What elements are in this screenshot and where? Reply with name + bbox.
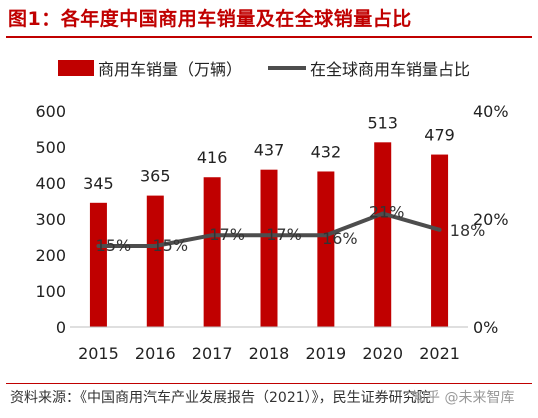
share-point-2021 bbox=[437, 227, 442, 232]
bar-2016 bbox=[146, 195, 164, 327]
source-note: 资料来源：《中国商用汽车产业发展报告（2021）》，民生证券研究院 bbox=[10, 390, 431, 406]
bar-2019 bbox=[317, 171, 335, 327]
x-tick-label: 2021 bbox=[419, 344, 460, 363]
share-point-2016 bbox=[153, 244, 158, 248]
share-point-2015 bbox=[96, 244, 101, 248]
watermark: 知乎 @未来智库 bbox=[412, 390, 515, 406]
footer-divider bbox=[6, 383, 532, 384]
y-right-tick-label: 40% bbox=[473, 102, 509, 121]
share-point-2019 bbox=[323, 233, 328, 238]
bar-value-label: 345 bbox=[83, 174, 114, 193]
share-point-2020 bbox=[380, 211, 385, 216]
share-value-label: 15% bbox=[96, 236, 132, 255]
y-left-tick-label: 600 bbox=[35, 102, 66, 121]
y-left-tick-label: 300 bbox=[35, 210, 66, 229]
x-tick-label: 2020 bbox=[362, 344, 403, 363]
y-left-tick-label: 200 bbox=[35, 246, 66, 265]
share-value-label: 17% bbox=[266, 225, 302, 244]
bar-value-label: 432 bbox=[311, 142, 342, 161]
y-left-tick-label: 100 bbox=[35, 282, 66, 301]
title-divider bbox=[6, 36, 532, 38]
share-point-2017 bbox=[210, 233, 215, 238]
share-value-label: 15% bbox=[153, 236, 189, 255]
y-right-tick-label: 20% bbox=[473, 210, 509, 229]
bar-value-label: 365 bbox=[140, 167, 171, 186]
x-tick-label: 2017 bbox=[192, 344, 233, 363]
bar-2015 bbox=[89, 202, 107, 327]
bar-value-label: 479 bbox=[424, 126, 455, 145]
bar-2017 bbox=[203, 177, 221, 327]
bar-2021 bbox=[431, 154, 449, 327]
bar-value-label: 416 bbox=[197, 148, 228, 167]
share-value-label: 18% bbox=[450, 221, 486, 240]
y-left-tick-label: 400 bbox=[35, 174, 66, 193]
bar-value-label: 437 bbox=[254, 141, 285, 160]
bar-2018 bbox=[260, 169, 278, 327]
x-tick-label: 2018 bbox=[249, 344, 290, 363]
bar-2020 bbox=[374, 142, 392, 327]
x-tick-label: 2016 bbox=[135, 344, 176, 363]
share-value-label: 17% bbox=[209, 225, 245, 244]
y-left-tick-label: 0 bbox=[56, 318, 66, 337]
legend-bar-label: 商用车销量（万辆） bbox=[98, 60, 242, 79]
share-value-label: 21% bbox=[369, 203, 405, 222]
x-tick-label: 2015 bbox=[78, 344, 119, 363]
share-point-2018 bbox=[267, 233, 271, 238]
share-value-label: 16% bbox=[322, 229, 358, 248]
y-right-tick-label: 0% bbox=[473, 318, 498, 337]
bar-value-label: 513 bbox=[367, 113, 398, 132]
x-tick-label: 2019 bbox=[305, 344, 346, 363]
y-left-tick-label: 500 bbox=[35, 138, 66, 157]
legend-bar-swatch bbox=[58, 60, 94, 76]
legend-line-label: 在全球商用车销量占比 bbox=[310, 60, 470, 79]
figure-title: 图1：各年度中国商用车销量及在全球销量占比 bbox=[8, 8, 412, 30]
